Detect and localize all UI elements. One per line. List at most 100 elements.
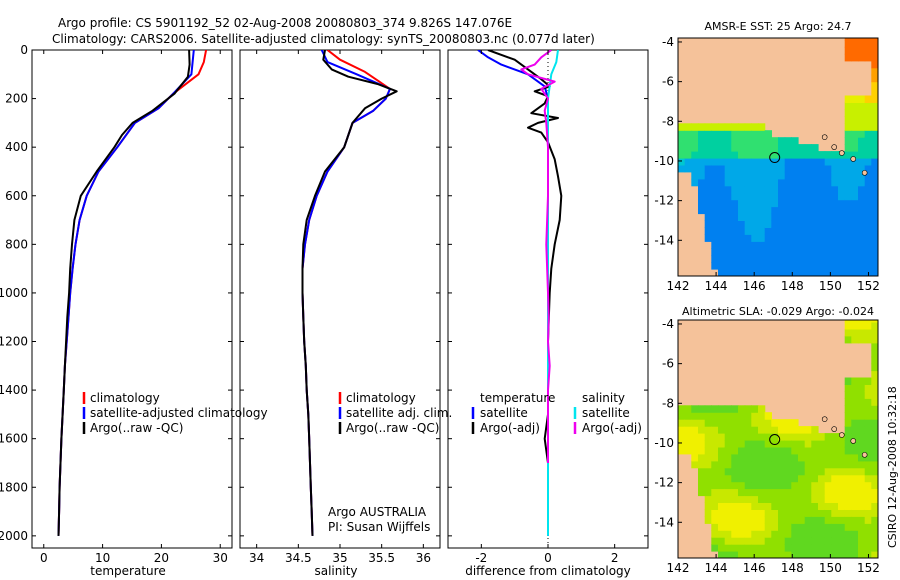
- map-cell: [764, 137, 772, 145]
- map-cell: [698, 151, 706, 159]
- map-cell: [791, 137, 799, 145]
- map-cell: [864, 192, 872, 201]
- map-cell: [871, 384, 878, 392]
- y-tick-label: -14: [654, 233, 674, 247]
- map-cell: [851, 269, 859, 276]
- map-cell: [704, 474, 712, 483]
- map-cell: [804, 213, 812, 221]
- map-cell: [851, 446, 859, 455]
- map-cell: [811, 467, 819, 476]
- map-cell: [798, 151, 806, 159]
- map-cell: [824, 537, 832, 545]
- map-cell: [724, 460, 732, 469]
- map-cell: [744, 178, 752, 187]
- map-cell: [771, 460, 779, 469]
- map-cell: [691, 412, 699, 420]
- map-cell: [844, 328, 852, 337]
- map-cell: [751, 213, 759, 221]
- map-cell: [758, 509, 766, 517]
- map-cell: [691, 440, 699, 448]
- map-cell: [724, 440, 732, 448]
- map-cell: [818, 241, 826, 249]
- salinity-axes: [239, 49, 441, 549]
- map-cell: [878, 412, 885, 420]
- map-cell: [851, 405, 859, 413]
- map-cell: [798, 537, 806, 545]
- map-cell: [784, 262, 792, 270]
- map-cell: [691, 137, 699, 145]
- map-cell: [878, 398, 885, 406]
- map-cell: [751, 164, 759, 173]
- map-cell: [784, 255, 792, 263]
- map-cell: [738, 213, 746, 221]
- map-cell: [718, 213, 726, 221]
- map-cell: [751, 178, 759, 187]
- map-cell: [851, 488, 859, 497]
- map-cell: [878, 137, 885, 145]
- map-cell: [704, 412, 712, 420]
- map-cell: [804, 234, 812, 242]
- map-cell: [831, 433, 839, 441]
- map-cell: [831, 220, 839, 228]
- map-cell: [751, 523, 759, 531]
- map-cell: [764, 192, 772, 201]
- map-cell: [871, 322, 878, 330]
- map-cell: [771, 151, 779, 159]
- map-cell: [751, 130, 759, 138]
- map-cell: [691, 433, 699, 441]
- map-cell: [744, 481, 752, 490]
- map-cell: [791, 158, 799, 166]
- map-cell: [718, 185, 726, 194]
- map-cell: [744, 213, 752, 221]
- map-cell: [871, 95, 878, 103]
- map-cell: [778, 426, 786, 434]
- map-cell: [858, 220, 866, 228]
- map-cell: [878, 447, 885, 455]
- map-cell: [778, 199, 786, 208]
- map-cell: [758, 234, 766, 242]
- map-cell: [738, 192, 746, 201]
- y-tick-label: -6: [662, 357, 674, 371]
- map-cell: [831, 530, 839, 538]
- map-cell: [718, 405, 726, 413]
- map-cell: [871, 185, 878, 194]
- map-cell: [758, 144, 766, 152]
- map-cell: [818, 544, 826, 552]
- map-cell: [778, 516, 786, 524]
- map-cell: [764, 481, 772, 490]
- map-cell: [738, 164, 746, 173]
- map-cell: [738, 234, 746, 242]
- map-cell: [831, 151, 839, 159]
- map-cell: [831, 171, 839, 180]
- map-cell: [784, 151, 792, 159]
- map-cell: [751, 426, 759, 434]
- map-cell: [871, 151, 878, 159]
- map-cell: [844, 95, 852, 103]
- map-cell: [731, 192, 739, 201]
- map-cell: [864, 412, 872, 420]
- map-cell: [831, 460, 839, 469]
- map-cell: [731, 412, 739, 420]
- map-cell: [824, 460, 832, 469]
- map-cell: [844, 523, 852, 531]
- map-cell: [738, 481, 746, 490]
- map-cell: [798, 488, 806, 497]
- map-cell: [878, 419, 885, 427]
- map-cell: [784, 481, 792, 490]
- map-cell: [684, 440, 692, 448]
- map-cell: [798, 460, 806, 469]
- map-cell: [738, 453, 746, 462]
- map-cell: [864, 262, 872, 270]
- x-tick-label: 146: [743, 561, 766, 575]
- map-cell: [698, 433, 706, 441]
- map-cell: [831, 481, 839, 490]
- map-cell: [871, 509, 878, 517]
- map-cell: [831, 241, 839, 249]
- map-cell: [684, 130, 692, 138]
- map-cell: [751, 502, 759, 510]
- map-cell: [811, 495, 819, 503]
- map-cell: [744, 199, 752, 208]
- map-cell: [724, 185, 732, 194]
- map-cell: [744, 171, 752, 180]
- map-cell: [858, 255, 866, 263]
